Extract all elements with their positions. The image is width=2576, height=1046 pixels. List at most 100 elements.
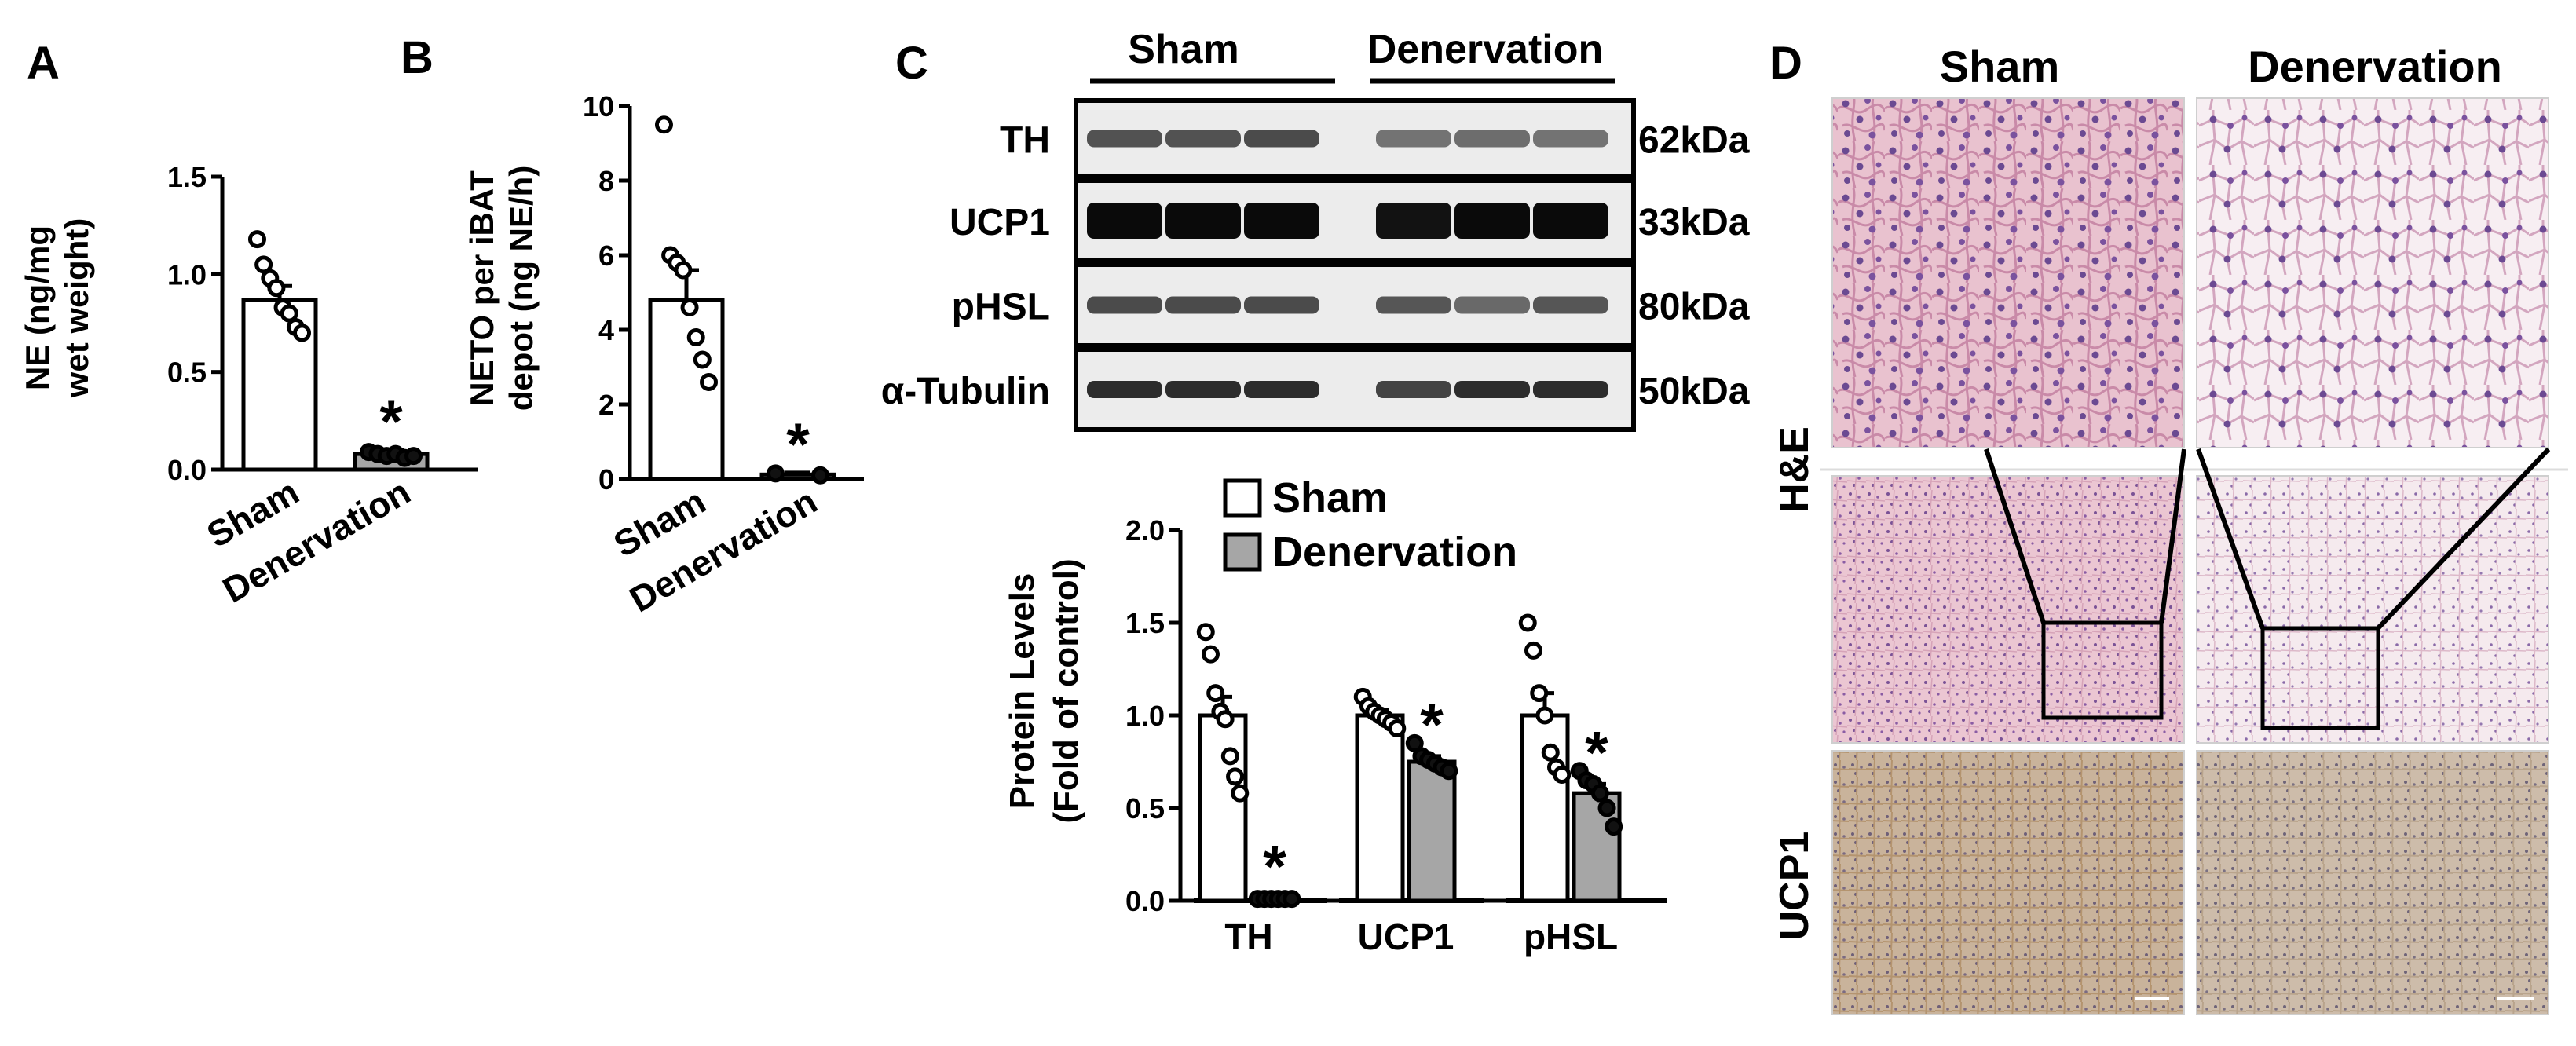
y-tick-label: 4 bbox=[598, 314, 614, 346]
y-tick-label: 2.0 bbox=[1125, 514, 1165, 547]
y-axis-label-line: depot (ng NE/h) bbox=[503, 166, 540, 411]
blot-band bbox=[1376, 296, 1451, 314]
data-point bbox=[1231, 784, 1250, 803]
bar bbox=[1355, 713, 1405, 903]
data-point bbox=[1524, 641, 1542, 660]
data-point bbox=[1206, 684, 1225, 703]
blot-band bbox=[1533, 296, 1608, 314]
data-point bbox=[1535, 706, 1554, 725]
blot-band bbox=[1087, 203, 1162, 239]
he-denervation-high-mag-image bbox=[2196, 97, 2549, 448]
he-sham-high-mag-image bbox=[1831, 97, 2185, 448]
blot-band bbox=[1533, 203, 1608, 239]
blot-band bbox=[1244, 130, 1319, 148]
data-point bbox=[811, 466, 830, 485]
blot-band bbox=[1533, 381, 1608, 398]
x-tick-label: Denervation bbox=[216, 471, 417, 611]
data-point bbox=[1196, 623, 1215, 642]
panel-a-chart: 0.00.51.01.5NE (ng/mg wet weight)Sham*Den… bbox=[19, 161, 478, 611]
significance-asterisk: * bbox=[1420, 692, 1444, 759]
y-tick-label: 1.0 bbox=[1125, 700, 1165, 732]
zoom-box-denervation bbox=[2260, 626, 2380, 730]
blot-group-label-sham: Sham bbox=[1128, 27, 1239, 72]
western-blot: Sham Denervation TH 62kDa UCP1 33kDa pHSL 80k… bbox=[881, 27, 1750, 432]
blot-size-label: 50kDa bbox=[1638, 371, 1750, 412]
blot-band bbox=[1376, 203, 1451, 239]
panel-a-letter: A bbox=[27, 38, 60, 89]
panel-d-letter: D bbox=[1769, 38, 1802, 89]
legend-label: Denervation bbox=[1272, 528, 1517, 576]
y-tick-label: 10 bbox=[583, 90, 614, 123]
zoom-line-sham-right bbox=[2159, 448, 2186, 624]
data-point bbox=[1541, 743, 1560, 762]
legend-swatch bbox=[1223, 478, 1262, 518]
y-axis-label-line: (Fold of control) bbox=[1047, 558, 1085, 823]
blot-band bbox=[1454, 203, 1530, 239]
y-tick-label: 0.5 bbox=[1125, 792, 1165, 825]
zoom-box-sham bbox=[2041, 620, 2164, 720]
x-tick-label: pHSL bbox=[1524, 916, 1618, 957]
he-denervation-low-mag-image bbox=[2196, 475, 2549, 744]
bar bbox=[1520, 713, 1570, 903]
blot-size-label: 33kDa bbox=[1638, 202, 1750, 243]
histology-column-label-denervation: Denervation bbox=[2248, 42, 2502, 91]
data-point bbox=[680, 298, 699, 316]
data-point bbox=[686, 328, 705, 346]
histology-column-label-sham: Sham bbox=[1940, 42, 2060, 91]
y-tick-label: 6 bbox=[598, 240, 614, 272]
data-point bbox=[254, 255, 273, 274]
data-point bbox=[1226, 767, 1245, 786]
blot-band bbox=[1454, 130, 1530, 148]
blot-band bbox=[1533, 130, 1608, 148]
legend-swatch bbox=[1223, 532, 1262, 572]
data-point bbox=[267, 279, 286, 298]
data-point bbox=[293, 324, 312, 342]
ucp1-denervation-image bbox=[2196, 750, 2549, 1015]
data-point bbox=[1518, 613, 1537, 632]
blot-band bbox=[1165, 381, 1241, 398]
data-point bbox=[700, 373, 719, 391]
blot-band bbox=[1376, 130, 1451, 148]
blot-protein-label: UCP1 bbox=[950, 202, 1050, 243]
panel-c-chart: 0.0 0.5 1.0 1.5 2.0 Protein Levels (Fold of co… bbox=[1003, 474, 1667, 957]
data-point bbox=[674, 261, 693, 280]
blot-group-label-denervation: Denervation bbox=[1367, 27, 1604, 72]
blot-band bbox=[1454, 381, 1530, 398]
blot-band bbox=[1244, 203, 1319, 239]
data-point bbox=[654, 115, 673, 134]
y-tick-label: 8 bbox=[598, 165, 614, 197]
y-tick-label: 0.0 bbox=[1125, 885, 1165, 917]
legend-label: Sham bbox=[1272, 474, 1388, 521]
histology-grid bbox=[1820, 97, 2568, 1015]
x-tick-label: TH bbox=[1224, 916, 1272, 957]
data-point bbox=[1216, 710, 1235, 729]
data-point bbox=[1220, 747, 1239, 766]
panel-c-letter: C bbox=[895, 38, 928, 89]
data-point bbox=[1553, 766, 1572, 784]
y-axis-label-line: NE (ng/mg bbox=[19, 225, 56, 390]
y-axis-label-line: wet weight) bbox=[58, 218, 95, 399]
zoom-line-denervation-right bbox=[2376, 447, 2551, 631]
significance-asterisk: * bbox=[1585, 719, 1608, 786]
zoom-line-sham-left bbox=[1984, 448, 2046, 624]
data-point bbox=[1530, 684, 1549, 703]
y-axis-label-line: NETO per iBAT bbox=[463, 170, 500, 406]
blot-protein-label: α-Tubulin bbox=[881, 371, 1050, 412]
significance-asterisk: * bbox=[1263, 833, 1286, 900]
data-point bbox=[1201, 645, 1220, 664]
y-tick-label: 2 bbox=[598, 389, 614, 421]
histology-row-label-ucp1: UCP1 bbox=[1772, 832, 1817, 941]
blot-band bbox=[1087, 130, 1162, 148]
blot-size-label: 80kDa bbox=[1638, 287, 1750, 328]
panel-b-letter: B bbox=[401, 32, 434, 83]
blot-band bbox=[1165, 296, 1241, 314]
significance-asterisk: * bbox=[379, 389, 403, 455]
data-point bbox=[247, 230, 266, 249]
data-point bbox=[693, 350, 712, 369]
blot-band bbox=[1454, 296, 1530, 314]
blot-band bbox=[1244, 296, 1319, 314]
y-axis-label-line: Protein Levels bbox=[1003, 573, 1041, 810]
data-point bbox=[404, 447, 423, 466]
